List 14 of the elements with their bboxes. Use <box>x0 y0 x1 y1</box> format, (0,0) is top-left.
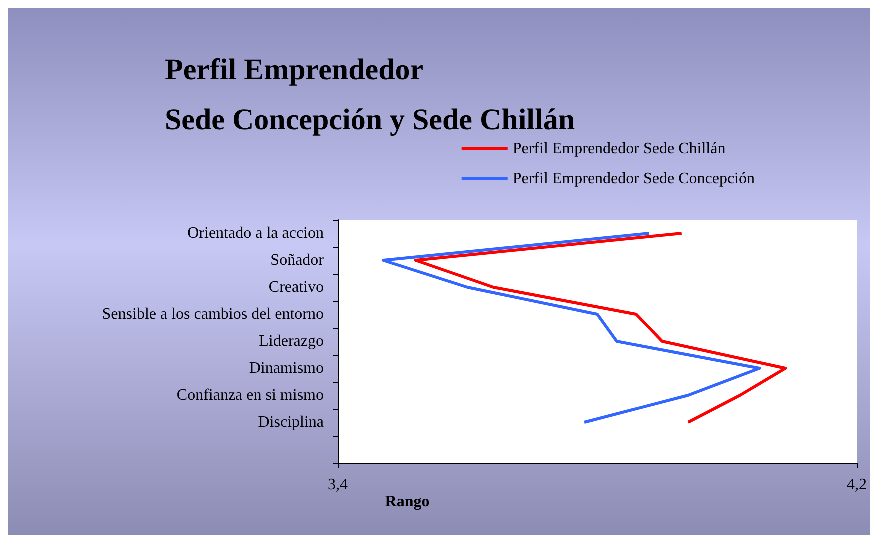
y-tick-label: Confianza en si mismo <box>176 387 324 404</box>
chart-title: Perfil Emprendedor Sede Concepción y Sede Chillán <box>165 54 576 136</box>
y-tick-label: Disciplina <box>258 414 324 431</box>
y-tick-label: Soñador <box>270 252 325 269</box>
legend-label: Perfil Emprendedor Sede Concepción <box>512 170 756 188</box>
x-axis-title: Rango <box>385 493 430 510</box>
legend-label: Perfil Emprendedor Sede Chillán <box>512 140 726 158</box>
y-tick-label: Sensible a los cambios del entorno <box>102 306 324 323</box>
y-tick-label: Dinamismo <box>249 360 324 377</box>
y-tick-label: Creativo <box>268 279 324 296</box>
x-tick-label: 4,2 <box>847 476 867 494</box>
y-tick-label: Orientado a la accion <box>188 225 324 242</box>
y-tick-label: Liderazgo <box>259 333 324 350</box>
x-tick-label: 3,4 <box>328 476 348 494</box>
